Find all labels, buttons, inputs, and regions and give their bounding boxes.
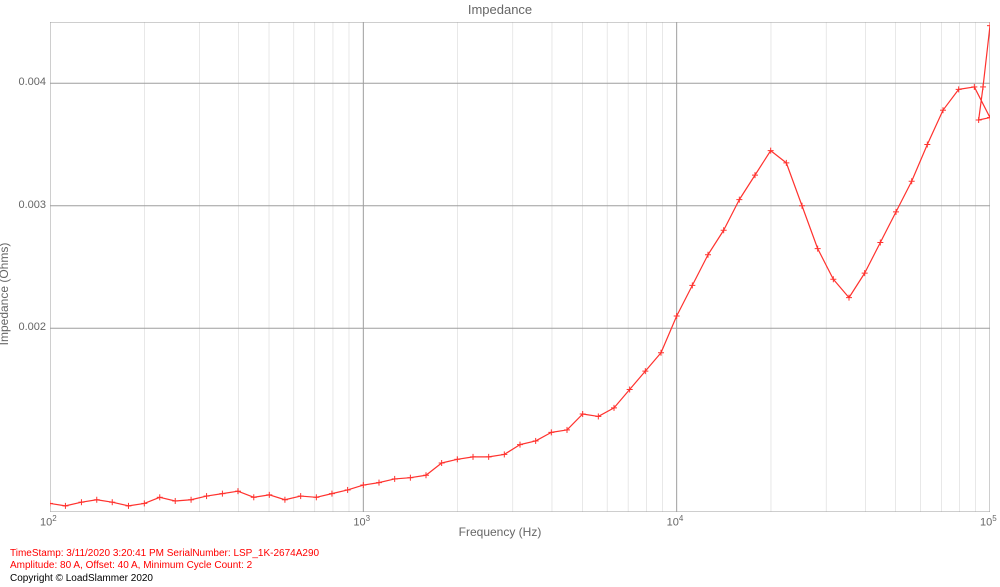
y-axis-label: Impedance (Ohms) — [0, 242, 11, 345]
y-tick-label: 0.004 — [18, 76, 46, 88]
x-tick-label: 105 — [980, 514, 997, 529]
chart-footer: TimeStamp: 3/11/2020 3:20:41 PM SerialNu… — [10, 548, 319, 586]
plot-area — [50, 22, 990, 512]
impedance-plot-svg — [50, 22, 990, 512]
x-tick-label: 103 — [353, 514, 370, 529]
x-tick-label: 104 — [667, 514, 684, 529]
x-tick-label: 102 — [40, 514, 57, 529]
y-tick-label: 0.002 — [18, 321, 46, 333]
chart-title: Impedance — [0, 2, 1000, 17]
footer-copyright: Copyright © LoadSlammer 2020 — [10, 573, 319, 586]
x-axis-label: Frequency (Hz) — [0, 525, 1000, 539]
chart-container: Impedance Impedance (Ohms) Frequency (Hz… — [0, 0, 1000, 587]
footer-amplitude: Amplitude: 80 A, Offset: 40 A, Minimum C… — [10, 560, 319, 573]
footer-timestamp: TimeStamp: 3/11/2020 3:20:41 PM SerialNu… — [10, 548, 319, 561]
y-tick-label: 0.003 — [18, 199, 46, 211]
